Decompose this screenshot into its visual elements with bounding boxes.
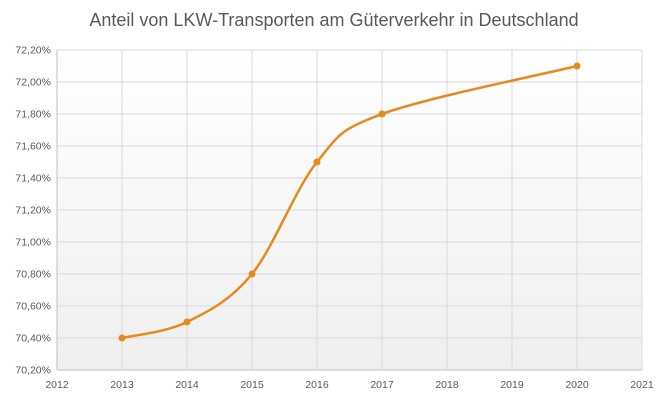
y-tick-label: 71,80% [15, 109, 51, 121]
y-tick-label: 70,20% [15, 365, 51, 377]
x-tick-label: 2018 [435, 379, 459, 391]
x-tick-label: 2012 [45, 379, 69, 391]
data-point [118, 334, 126, 342]
y-tick-label: 72,00% [15, 77, 51, 89]
y-tick-label: 71,60% [15, 141, 51, 153]
data-point [183, 318, 191, 326]
x-tick-label: 2021 [630, 379, 654, 391]
y-tick-label: 70,60% [15, 301, 51, 313]
data-point [378, 110, 386, 118]
x-tick-label: 2013 [110, 379, 134, 391]
y-tick-label: 70,80% [15, 269, 51, 281]
y-tick-label: 70,40% [15, 333, 51, 345]
y-tick-label: 71,00% [15, 237, 51, 249]
data-point [313, 158, 321, 166]
y-tick-label: 71,40% [15, 173, 51, 185]
x-tick-label: 2017 [370, 379, 394, 391]
x-tick-label: 2019 [500, 379, 524, 391]
x-tick-label: 2020 [565, 379, 589, 391]
data-point [248, 270, 256, 278]
x-tick-label: 2016 [305, 379, 329, 391]
y-tick-label: 71,20% [15, 205, 51, 217]
chart-title: Anteil von LKW-Transporten am Güterverke… [89, 10, 579, 30]
data-point [573, 62, 581, 70]
x-tick-label: 2015 [240, 379, 264, 391]
y-tick-label: 72,20% [15, 45, 51, 57]
x-tick-label: 2014 [175, 379, 199, 391]
